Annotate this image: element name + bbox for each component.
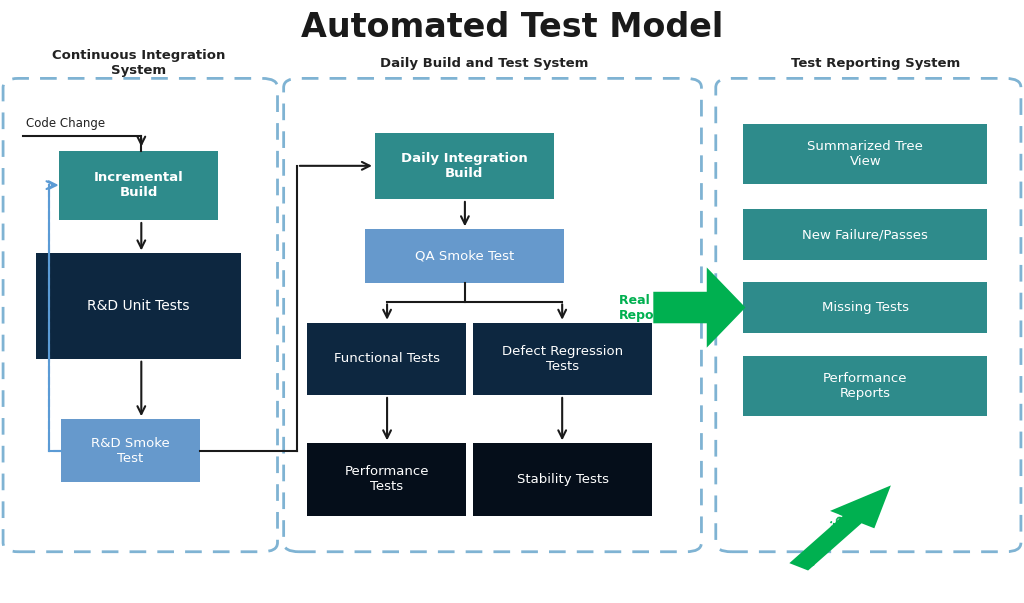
Text: Automated Test Model: Automated Test Model [301,11,723,43]
FancyBboxPatch shape [743,124,987,184]
FancyBboxPatch shape [375,133,554,199]
Text: Summarized Tree
View: Summarized Tree View [807,140,924,168]
FancyBboxPatch shape [473,443,652,516]
FancyBboxPatch shape [59,151,218,220]
FancyBboxPatch shape [307,443,466,516]
FancyBboxPatch shape [61,419,200,482]
Text: QA Smoke Test: QA Smoke Test [415,250,514,263]
FancyBboxPatch shape [743,356,987,416]
FancyBboxPatch shape [36,253,241,359]
Text: QA Review: QA Review [801,504,854,572]
Text: Daily Build and Test System: Daily Build and Test System [380,57,589,70]
Text: Daily Integration
Build: Daily Integration Build [401,152,527,180]
Text: R&D Unit Tests: R&D Unit Tests [87,299,189,313]
Text: Stability Tests: Stability Tests [517,473,608,486]
Text: Code Change: Code Change [26,117,104,130]
Text: Performance
Tests: Performance Tests [344,466,429,493]
Polygon shape [790,485,891,570]
FancyBboxPatch shape [473,323,652,395]
Text: Real Time
Reporting: Real Time Reporting [618,294,688,321]
FancyBboxPatch shape [365,229,564,283]
Text: Defect Regression
Tests: Defect Regression Tests [502,345,624,373]
Text: Missing Tests: Missing Tests [822,301,908,314]
FancyBboxPatch shape [743,209,987,260]
Text: Functional Tests: Functional Tests [334,352,439,365]
Text: Continuous Integration
System: Continuous Integration System [51,49,225,77]
Text: R&D Smoke
Test: R&D Smoke Test [91,437,170,465]
Polygon shape [653,268,745,347]
Text: Test Reporting System: Test Reporting System [791,57,961,70]
Text: Incremental
Build: Incremental Build [94,171,183,200]
FancyBboxPatch shape [743,282,987,333]
Text: New Failure/Passes: New Failure/Passes [803,229,928,241]
FancyBboxPatch shape [307,323,466,395]
Text: Performance
Reports: Performance Reports [823,372,907,400]
